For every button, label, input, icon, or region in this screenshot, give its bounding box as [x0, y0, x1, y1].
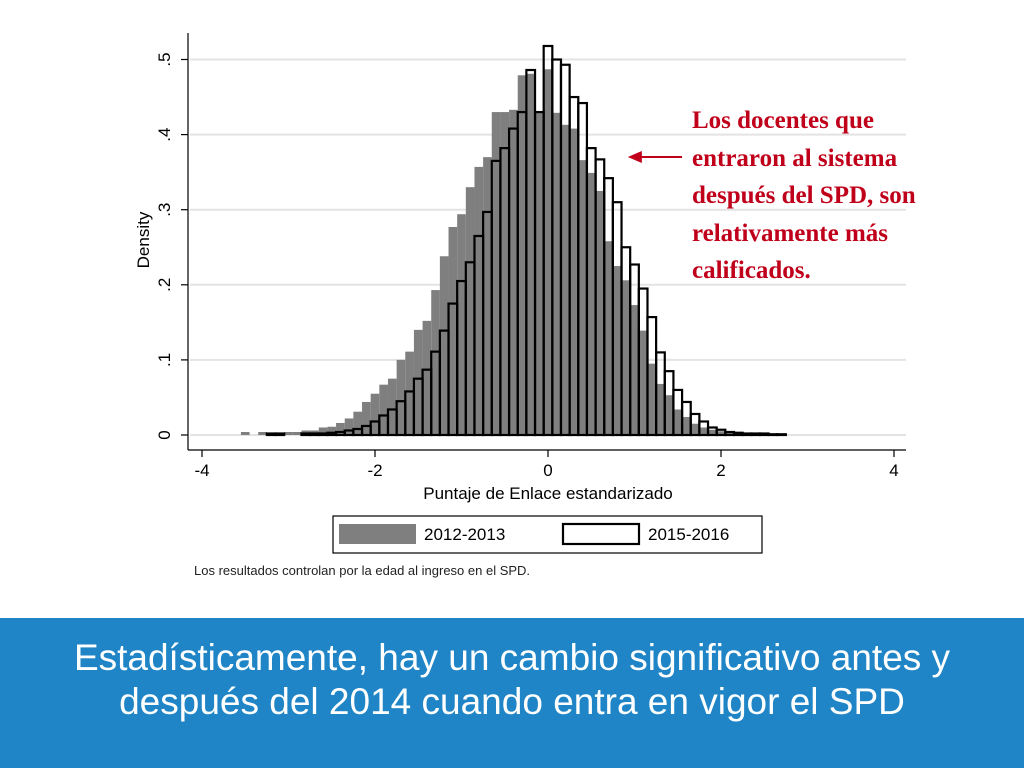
bar-2012-2013: [483, 157, 492, 435]
bar-2012-2013: [630, 305, 639, 435]
bar-2012-2013: [370, 393, 380, 435]
bar-2012-2013: [708, 429, 717, 435]
annotation-line: después del SPD, son: [692, 182, 916, 209]
bar-2015-2016: [776, 433, 787, 437]
bar-2012-2013: [491, 112, 501, 435]
bar-2012-2013: [535, 112, 544, 435]
x-tick-label: 4: [889, 461, 898, 480]
y-tick-label: .5: [155, 52, 174, 66]
bar-2012-2013: [240, 431, 250, 435]
y-axis-label: Density: [134, 211, 153, 268]
bar-2012-2013: [327, 426, 337, 435]
x-axis-label: Puntaje de Enlace estandarizado: [423, 484, 673, 503]
bar-2015-2016: [741, 432, 753, 437]
bar-2012-2013: [716, 431, 726, 435]
bar-2012-2013: [664, 395, 674, 435]
bar-2015-2016: [274, 432, 286, 437]
x-tick-label: 0: [543, 461, 552, 480]
x-tick-label: 2: [716, 461, 725, 480]
conclusion-banner: Estadísticamente, hay un cambio signific…: [0, 618, 1024, 768]
annotation-line: relativamente más: [692, 219, 889, 247]
bar-2012-2013: [318, 427, 328, 435]
legend-label-2015-2016: 2015-2016: [648, 525, 729, 544]
legend: 2012-2013 2015-2016: [332, 515, 763, 554]
y-tick-label: 0: [155, 430, 174, 439]
bar-2012-2013: [500, 112, 510, 435]
bar-2012-2013: [387, 378, 397, 435]
annotation-text: Los docentes que entraron al sistema des…: [692, 102, 1012, 290]
bar-2012-2013: [569, 128, 579, 436]
bar-2012-2013: [621, 280, 631, 435]
banner-line: después del 2014 cuando entra en vigor e…: [119, 681, 905, 722]
bar-2015-2016: [265, 432, 277, 437]
bar-2015-2016: [750, 432, 762, 437]
bar-2012-2013: [344, 418, 354, 435]
bar-2012-2013: [586, 172, 596, 435]
bar-2012-2013: [526, 73, 536, 436]
bar-2012-2013: [578, 160, 587, 435]
bar-2012-2013: [439, 256, 449, 435]
y-tick-label: .4: [155, 128, 174, 142]
bar-2012-2013: [595, 190, 605, 435]
bar-2012-2013: [552, 112, 561, 436]
bar-2012-2013: [396, 359, 406, 435]
y-tick-label: .3: [155, 203, 174, 217]
legend-label-2012-2013: 2012-2013: [424, 525, 505, 544]
legend-swatch-2015-2016: [561, 522, 641, 546]
bar-2012-2013: [258, 431, 267, 435]
bar-2012-2013: [647, 363, 657, 435]
bar-2012-2013: [405, 351, 414, 435]
x-tick-label: -2: [367, 461, 382, 480]
bar-2012-2013: [422, 320, 432, 435]
bar-2012-2013: [656, 383, 665, 435]
bar-2015-2016: [767, 433, 779, 437]
legend-swatch-2012-2013: [339, 524, 416, 544]
histogram-chart: -4 -2 0 2 4 0 .1 .2 .3 .4 .5 Puntaje de Enlace es…: [134, 33, 906, 554]
bar-2012-2013: [690, 423, 700, 435]
bar-2012-2013: [353, 411, 363, 435]
bar-2012-2013: [604, 241, 613, 435]
bar-2012-2013: [543, 69, 553, 435]
bar-2012-2013: [284, 431, 293, 435]
y-tick-label: .2: [155, 278, 174, 292]
annotation-line: Los docentes que: [692, 107, 874, 134]
bar-2012-2013: [682, 416, 691, 435]
bar-2012-2013: [638, 330, 648, 435]
bar-2012-2013: [699, 427, 709, 435]
bar-2012-2013: [509, 109, 518, 435]
x-tick-label: -4: [194, 461, 209, 480]
bar-2012-2013: [379, 384, 388, 435]
bar-2012-2013: [413, 329, 423, 435]
bar-2012-2013: [725, 432, 734, 435]
bar-2012-2013: [336, 422, 345, 435]
annotation-line: entraron al sistema: [692, 144, 898, 172]
bar-2012-2013: [560, 124, 570, 435]
bar-2012-2013: [612, 266, 622, 435]
bar-2015-2016: [317, 432, 329, 437]
bar-2012-2013: [465, 187, 475, 435]
bar-2012-2013: [431, 290, 440, 435]
bar-2012-2013: [673, 409, 683, 435]
bar-2015-2016: [300, 432, 312, 437]
chart-footnote: Los resultados controlan por la edad al …: [194, 563, 531, 578]
bar-2015-2016: [309, 432, 320, 437]
bar-2012-2013: [362, 401, 371, 435]
annotation-line: calificados.: [692, 257, 811, 284]
annotation-arrow: [627, 151, 682, 163]
bar-2015-2016: [758, 432, 770, 437]
bar-2012-2013: [517, 75, 527, 436]
banner-line: Estadísticamente, hay un cambio signific…: [73, 637, 951, 678]
bar-2012-2013: [292, 431, 302, 435]
bar-2012-2013: [457, 214, 466, 435]
bar-2012-2013: [474, 166, 484, 435]
bar-2012-2013: [448, 226, 458, 435]
y-tick-label: .1: [155, 353, 174, 367]
